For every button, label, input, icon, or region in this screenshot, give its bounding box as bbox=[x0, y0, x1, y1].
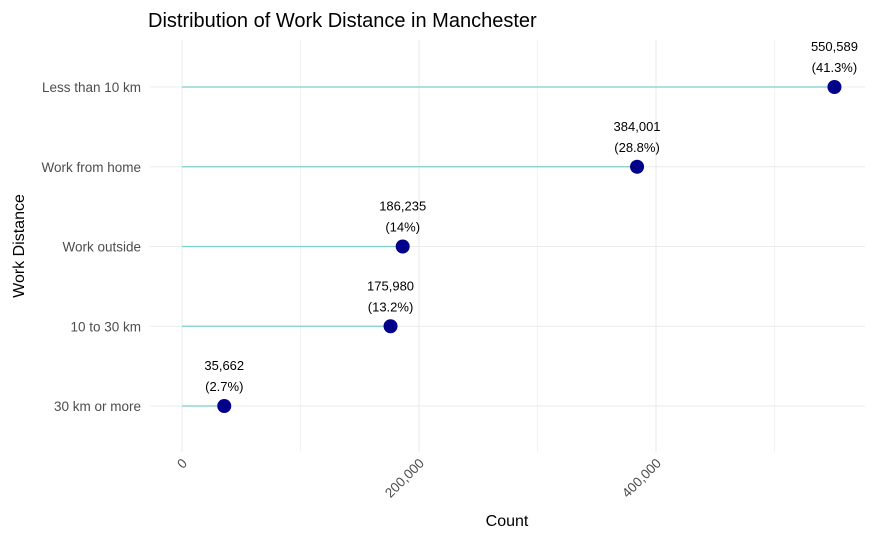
value-label: 35,662 bbox=[204, 358, 244, 373]
percent-label: (14%) bbox=[385, 220, 420, 235]
y-tick-label: Work outside bbox=[62, 240, 141, 255]
y-tick-label: 30 km or more bbox=[54, 399, 141, 414]
x-tick-label: 200,000 bbox=[382, 456, 427, 501]
lollipop-point bbox=[217, 399, 232, 413]
percent-label: (13.2%) bbox=[368, 299, 414, 314]
y-tick-label: Less than 10 km bbox=[42, 80, 141, 95]
lollipop-point bbox=[395, 239, 410, 254]
value-label: 186,235 bbox=[379, 199, 426, 214]
lollipop-point bbox=[630, 159, 645, 174]
chart-title: Distribution of Work Distance in Manches… bbox=[148, 10, 537, 32]
y-tick-label: 10 to 30 km bbox=[70, 319, 141, 334]
x-axis-ticks: 0 200,000 400,000 bbox=[174, 456, 664, 501]
y-tick-label: Work from home bbox=[41, 160, 141, 175]
y-axis-title: Work Distance bbox=[11, 194, 28, 298]
x-axis-title: Count bbox=[486, 513, 529, 530]
lollipop-stems bbox=[182, 86, 835, 407]
data-labels: 550,589 (41.3%) 384,001 (28.8%) 186,235 (14%)… bbox=[204, 39, 858, 394]
value-label: 550,589 bbox=[811, 39, 858, 54]
value-label: 384,001 bbox=[614, 119, 661, 134]
x-tick-label: 0 bbox=[174, 456, 190, 472]
y-axis-ticks: Less than 10 km Work from home Work outsid… bbox=[41, 80, 141, 414]
lollipop-points bbox=[217, 80, 842, 413]
lollipop-point bbox=[383, 319, 398, 334]
percent-label: (28.8%) bbox=[614, 140, 660, 155]
x-tick-label: 400,000 bbox=[619, 456, 664, 501]
percent-label: (2.7%) bbox=[205, 379, 243, 394]
value-label: 175,980 bbox=[367, 278, 414, 293]
percent-label: (41.3%) bbox=[812, 60, 858, 75]
lollipop-point bbox=[827, 80, 842, 94]
